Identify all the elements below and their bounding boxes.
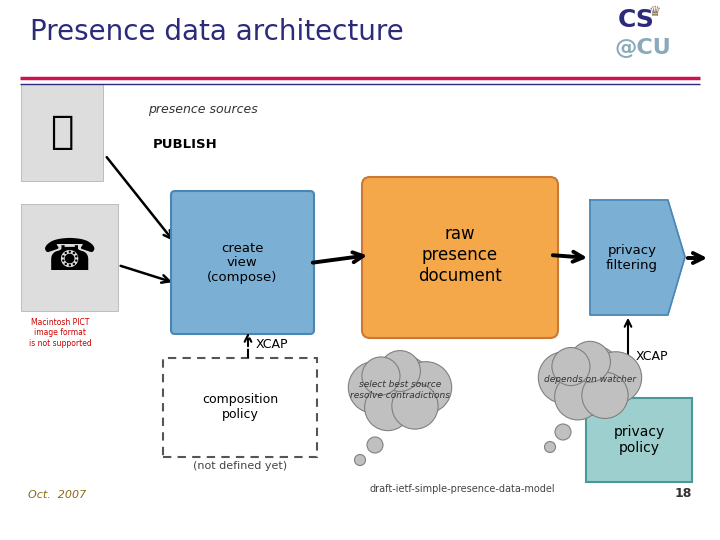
Text: Oct.  2007: Oct. 2007	[28, 490, 86, 500]
FancyBboxPatch shape	[586, 398, 692, 482]
Text: 📱: 📱	[50, 113, 73, 151]
Text: PUBLISH: PUBLISH	[153, 138, 217, 151]
Text: presence sources: presence sources	[148, 103, 258, 116]
Text: XCAP: XCAP	[256, 339, 289, 352]
Circle shape	[555, 424, 571, 440]
Text: privacy
filtering: privacy filtering	[606, 244, 658, 272]
Text: composition
policy: composition policy	[202, 393, 278, 421]
Circle shape	[354, 455, 366, 465]
Text: privacy
policy: privacy policy	[613, 425, 665, 455]
Circle shape	[539, 352, 590, 403]
Text: XCAP: XCAP	[636, 350, 668, 363]
Circle shape	[348, 362, 400, 413]
FancyBboxPatch shape	[21, 204, 118, 311]
Circle shape	[364, 355, 436, 426]
Circle shape	[367, 437, 383, 453]
Circle shape	[554, 345, 626, 415]
Text: draft-ietf-simple-presence-data-model: draft-ietf-simple-presence-data-model	[370, 484, 556, 494]
Polygon shape	[590, 200, 685, 315]
FancyBboxPatch shape	[362, 177, 558, 338]
Text: raw
presence
document: raw presence document	[418, 225, 502, 285]
Text: ♛: ♛	[648, 5, 660, 19]
Circle shape	[570, 341, 611, 382]
Text: @CU: @CU	[615, 38, 672, 58]
FancyBboxPatch shape	[21, 84, 103, 181]
Text: 18: 18	[675, 487, 692, 500]
FancyBboxPatch shape	[163, 358, 317, 457]
Text: select best source
resolve contradictions: select best source resolve contradiction…	[350, 380, 450, 400]
Circle shape	[364, 384, 411, 430]
Text: create
view
(compose): create view (compose)	[207, 241, 277, 285]
Circle shape	[590, 352, 642, 403]
Circle shape	[552, 348, 590, 386]
Text: ☎: ☎	[42, 235, 98, 279]
Circle shape	[554, 374, 601, 420]
Circle shape	[400, 362, 451, 413]
Circle shape	[379, 350, 420, 392]
Text: Macintosh PICT
image format
is not supported: Macintosh PICT image format is not suppo…	[29, 318, 91, 348]
Text: (not defined yet): (not defined yet)	[193, 461, 287, 471]
Text: CS: CS	[618, 8, 655, 32]
Circle shape	[362, 357, 400, 395]
FancyBboxPatch shape	[171, 191, 314, 334]
Circle shape	[544, 442, 556, 453]
Text: Presence data architecture: Presence data architecture	[30, 18, 404, 46]
Circle shape	[392, 383, 438, 429]
Text: depends on watcher: depends on watcher	[544, 375, 636, 384]
Circle shape	[582, 372, 628, 418]
